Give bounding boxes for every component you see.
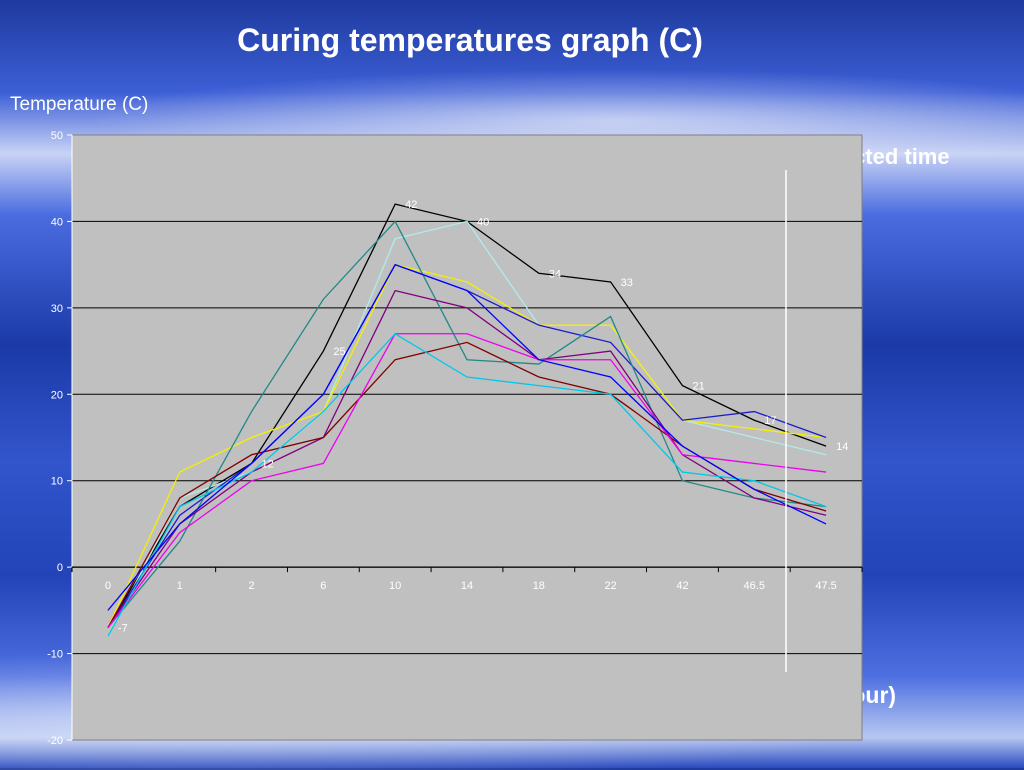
slide-title: Curing temperatures graph (C) xyxy=(237,22,703,58)
y-tick-label: -10 xyxy=(47,649,63,661)
y-axis-title: Temperature (C) xyxy=(10,94,149,115)
x-tick-label: 0 xyxy=(105,580,111,592)
series-line-3 xyxy=(107,263,827,628)
y-tick-label: 0 xyxy=(57,562,63,574)
data-label: 12 xyxy=(262,458,274,470)
series-line-8 xyxy=(107,333,827,629)
series-line-6 xyxy=(107,289,827,629)
data-label: 25 xyxy=(333,346,345,358)
data-label: 17 xyxy=(764,415,776,427)
x-tick-label: 1 xyxy=(177,580,183,592)
plot-area xyxy=(71,134,863,741)
y-tick-label: 10 xyxy=(51,476,63,488)
x-tick-label: 42 xyxy=(676,580,688,592)
data-label: 21 xyxy=(692,381,704,393)
series-line-5 xyxy=(107,220,827,629)
x-tick-label: 47.5 xyxy=(815,580,836,592)
data-label: 34 xyxy=(549,268,561,280)
x-tick-label: 2 xyxy=(248,580,254,592)
x-tick-label: 22 xyxy=(605,580,617,592)
y-tick-label: 30 xyxy=(51,303,63,315)
x-tick-label: 10 xyxy=(389,580,401,592)
data-label: -7 xyxy=(118,623,128,635)
series-line-10 xyxy=(107,263,827,611)
data-label: 42 xyxy=(405,199,417,211)
data-label: 40 xyxy=(477,216,489,228)
y-tick-label: 40 xyxy=(51,216,63,228)
y-tick-label: 50 xyxy=(51,130,63,142)
x-tick-label: 18 xyxy=(533,580,545,592)
data-label: 33 xyxy=(621,277,633,289)
x-tick-label: 6 xyxy=(320,580,326,592)
data-label: 14 xyxy=(836,441,848,453)
x-tick-label: 46.5 xyxy=(744,580,765,592)
x-tick-label: 14 xyxy=(461,580,473,592)
y-tick-label: 20 xyxy=(51,389,63,401)
y-tick-label: -20 xyxy=(47,735,63,747)
